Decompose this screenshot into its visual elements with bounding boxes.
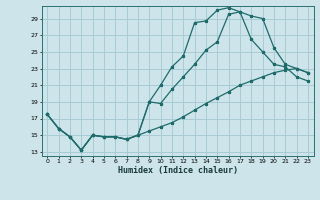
X-axis label: Humidex (Indice chaleur): Humidex (Indice chaleur)	[118, 166, 237, 175]
